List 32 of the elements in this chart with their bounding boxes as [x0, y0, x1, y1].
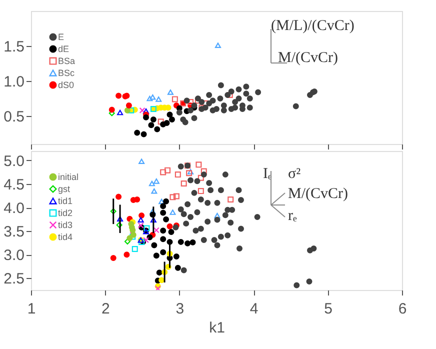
x-tick-label: 6 — [398, 300, 407, 318]
legend-label: initial — [58, 172, 79, 182]
legend-label: gst — [58, 184, 71, 194]
legend-label: tid2 — [58, 208, 73, 218]
y-tick-label: 5.0 — [4, 152, 24, 170]
y-tick-label: 4.0 — [4, 200, 24, 218]
y-tick-label: 1.0 — [4, 74, 24, 90]
y-tick-label: 1.5 — [4, 38, 24, 56]
y-tick-label: 4.5 — [4, 176, 24, 194]
x-tick-label: 4 — [250, 300, 258, 318]
legend-label: tid4 — [58, 232, 73, 242]
annotation: rₑ — [288, 208, 297, 224]
y-tick-label: 0.5 — [4, 108, 24, 126]
x-axis-title: k1 — [209, 320, 225, 336]
annotation: M/(CvCr) — [278, 50, 338, 66]
legend-label: BSa — [58, 56, 76, 66]
legend-label: tid3 — [58, 220, 73, 230]
y-tick-label: 2.5 — [4, 270, 24, 288]
legend-label: dE — [58, 44, 70, 54]
legend-label: BSc — [58, 68, 76, 78]
y-tick-label: 3.5 — [4, 224, 24, 241]
y-tick-label: 3.0 — [4, 247, 24, 264]
x-tick-label: 5 — [324, 300, 332, 318]
legend-label: tid1 — [58, 196, 73, 206]
x-tick-label: 2 — [102, 300, 110, 318]
annotation: σ² — [288, 166, 302, 182]
x-tick-label: 3 — [176, 300, 184, 318]
legend-label: E — [58, 32, 64, 42]
x-tick-label: 1 — [27, 300, 36, 318]
annotation: M/(CvCr) — [288, 186, 348, 202]
annotation: (M/L)/(CvCr) — [271, 18, 354, 34]
legend-label: dS0 — [58, 80, 74, 90]
